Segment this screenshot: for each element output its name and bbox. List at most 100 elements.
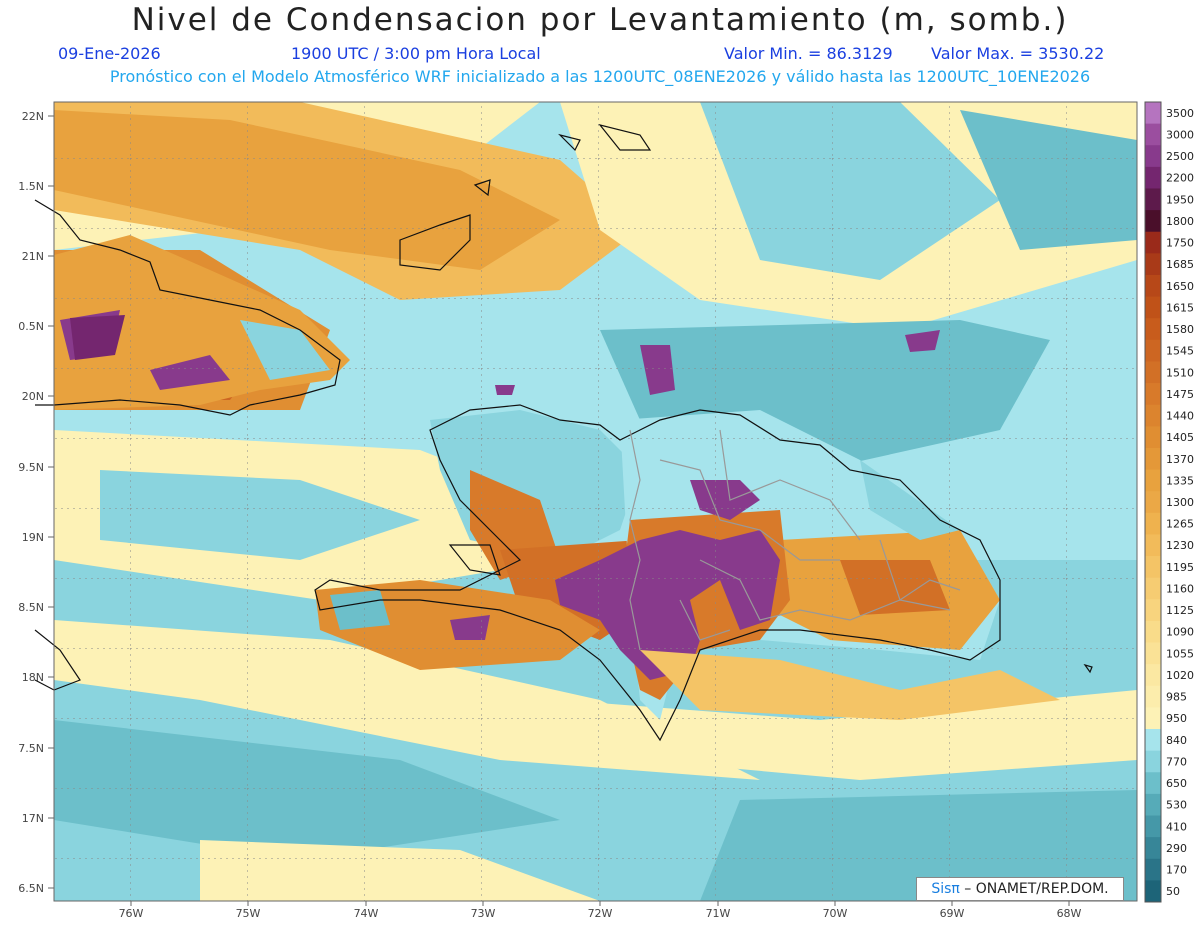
legend-swatch	[1145, 772, 1161, 795]
legend-level-label: 1300	[1166, 496, 1194, 509]
legend-level-label: 1265	[1166, 518, 1194, 531]
lat-label: 20N	[22, 390, 44, 403]
lon-label: 69W	[940, 907, 965, 920]
legend-swatch	[1145, 880, 1161, 903]
legend-swatch	[1145, 642, 1161, 665]
legend-level-label: 1370	[1166, 453, 1194, 466]
legend-color-bar	[1144, 101, 1162, 903]
legend-swatch	[1145, 577, 1161, 600]
legend-level-label: 290	[1166, 842, 1187, 855]
legend-level-label: 3500	[1166, 107, 1194, 120]
legend-level-label: 410	[1166, 820, 1187, 833]
legend-swatch	[1145, 599, 1161, 622]
legend-level-label: 650	[1166, 777, 1187, 790]
legend-level-label: 1650	[1166, 280, 1194, 293]
lat-label: 1.5N	[18, 180, 44, 193]
legend-swatch	[1145, 188, 1161, 211]
legend-swatch	[1145, 556, 1161, 579]
legend-level-label: 2500	[1166, 150, 1194, 163]
legend-swatch	[1145, 447, 1161, 471]
lat-label: 19N	[22, 531, 44, 544]
legend-level-label: 1615	[1166, 301, 1194, 314]
legend-swatch	[1145, 685, 1161, 708]
credit-org: – ONAMET/REP.DOM.	[959, 881, 1109, 897]
legend-swatch	[1145, 102, 1161, 125]
lon-label: 74W	[354, 907, 379, 920]
province-borders	[629, 429, 961, 651]
legend-level-label: 1440	[1166, 410, 1194, 423]
lon-label: 68W	[1057, 907, 1082, 920]
legend-swatch	[1145, 361, 1161, 384]
legend-level-label: 1020	[1166, 669, 1194, 682]
legend-level-label: 1405	[1166, 431, 1194, 444]
legend-swatch	[1145, 620, 1161, 644]
lat-label: 17N	[22, 812, 44, 825]
legend-swatch	[1145, 858, 1161, 881]
legend-level-label: 1510	[1166, 366, 1194, 379]
lat-label: 7.5N	[18, 742, 44, 755]
legend-level-label: 985	[1166, 691, 1187, 704]
legend-swatch	[1145, 145, 1161, 168]
lat-label: 6.5N	[18, 882, 44, 895]
legend-level-label: 1545	[1166, 345, 1194, 358]
legend-level-label: 2200	[1166, 172, 1194, 185]
legend-swatch	[1145, 296, 1161, 319]
lat-label: 22N	[22, 110, 44, 123]
forecast-note: Pronóstico con el Modelo Atmosférico WRF…	[109, 67, 1091, 86]
legend-level-label: 1950	[1166, 193, 1194, 206]
sis-logo-text: Sisπ	[931, 881, 960, 897]
legend-level-label: 840	[1166, 734, 1187, 747]
lon-label: 76W	[119, 907, 144, 920]
lon-label: 72W	[588, 907, 613, 920]
lon-label: 70W	[823, 907, 848, 920]
legend-swatch	[1145, 664, 1161, 687]
legend-swatch	[1145, 274, 1161, 298]
legend-swatch	[1145, 166, 1161, 189]
legend-level-label: 1335	[1166, 474, 1194, 487]
legend-level-label: 1090	[1166, 626, 1194, 639]
legend-swatch	[1145, 210, 1161, 233]
legend-level-label: 1685	[1166, 258, 1194, 271]
legend-level-label: 1160	[1166, 582, 1194, 595]
lon-ticks	[130, 901, 1070, 906]
legend-level-label: 1475	[1166, 388, 1194, 401]
lon-label: 73W	[471, 907, 496, 920]
lat-ticks	[48, 115, 54, 889]
legend-level-label: 170	[1166, 864, 1187, 877]
legend-swatch	[1145, 750, 1161, 773]
credit-box: Sisπ – ONAMET/REP.DOM.	[916, 877, 1124, 901]
legend-swatch	[1145, 383, 1161, 406]
legend-swatch	[1145, 512, 1161, 535]
legend-swatch	[1145, 469, 1161, 492]
legend-labels: 3500 3000 2500 2200 1950 1800 1750 1685 1650 1615…	[1166, 107, 1194, 898]
legend-level-label: 530	[1166, 799, 1187, 812]
legend-swatch	[1145, 729, 1161, 752]
legend-level-label: 950	[1166, 712, 1187, 725]
min-value-label: Valor Min. = 86.3129	[724, 44, 893, 63]
legend-swatch	[1145, 793, 1161, 817]
legend-swatch	[1145, 707, 1161, 730]
legend-level-label: 1230	[1166, 539, 1194, 552]
coastlines	[34, 123, 1093, 742]
legend-swatch	[1145, 339, 1161, 362]
legend-swatch	[1145, 534, 1161, 557]
time-label: 1900 UTC / 3:00 pm Hora Local	[291, 44, 541, 63]
legend-swatch	[1145, 491, 1161, 514]
legend-level-label: 1580	[1166, 323, 1194, 336]
legend-swatch	[1145, 318, 1161, 341]
legend-swatch	[1145, 404, 1161, 427]
lat-label: 9.5N	[18, 461, 44, 474]
legend-swatch	[1145, 426, 1161, 449]
map-frame	[53, 101, 1138, 902]
lat-label: 0.5N	[18, 320, 44, 333]
legend-level-label: 1195	[1166, 561, 1194, 574]
map-title: Nivel de Condensacion por Levantamiento …	[131, 2, 1069, 38]
lon-label: 71W	[706, 907, 731, 920]
legend-level-label: 1800	[1166, 215, 1194, 228]
legend-level-label: 1750	[1166, 237, 1194, 250]
legend-level-label: 1125	[1166, 604, 1194, 617]
lon-labels: 76W 75W 74W 73W 72W 71W 70W 69W 68W	[119, 907, 1082, 920]
legend-swatch	[1145, 123, 1161, 146]
legend-level-label: 770	[1166, 755, 1187, 768]
